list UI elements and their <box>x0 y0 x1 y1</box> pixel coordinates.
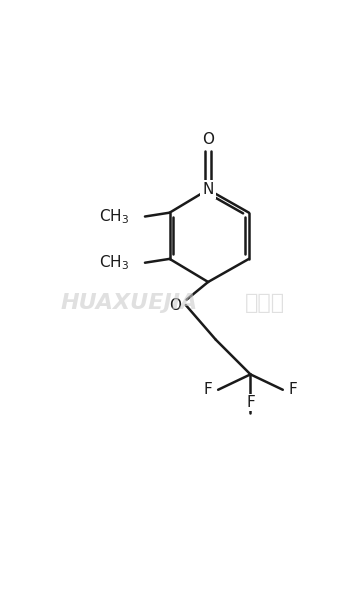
Text: CH$_3$: CH$_3$ <box>99 254 130 272</box>
Text: N: N <box>202 182 214 197</box>
Text: 化学加: 化学加 <box>245 293 285 313</box>
Text: F: F <box>203 382 212 397</box>
Text: CH$_3$: CH$_3$ <box>99 207 130 226</box>
Text: F: F <box>289 382 298 397</box>
Text: O: O <box>169 298 181 313</box>
Text: F: F <box>246 395 255 410</box>
Text: O: O <box>202 132 214 147</box>
Text: HUAXUEJIA: HUAXUEJIA <box>60 293 198 313</box>
